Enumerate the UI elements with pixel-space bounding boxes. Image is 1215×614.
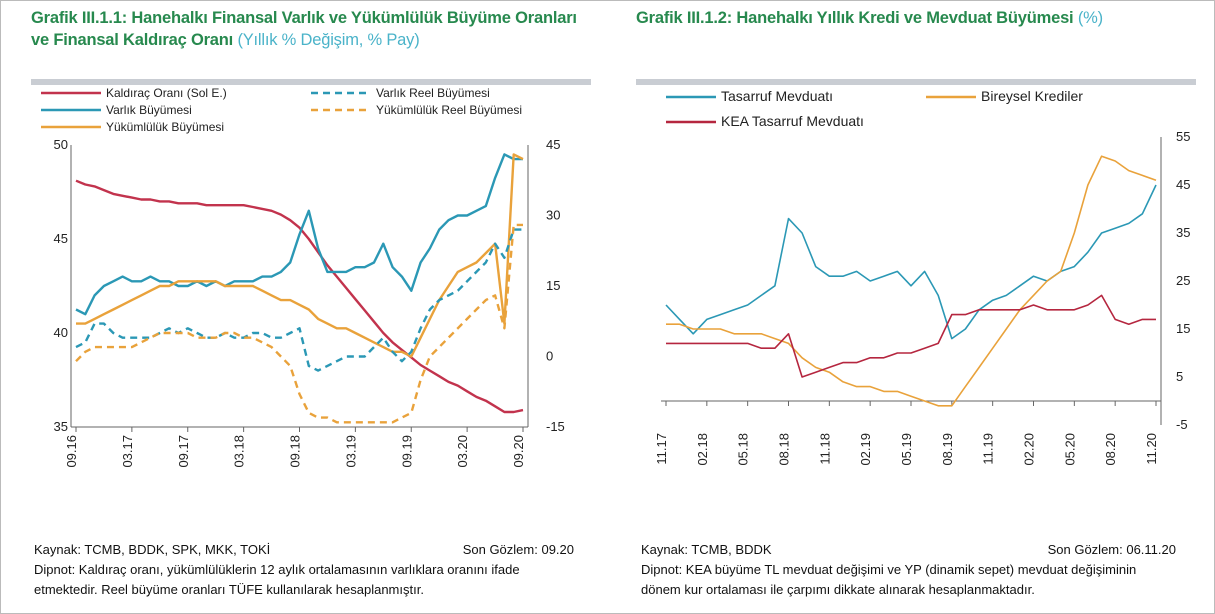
legend-label: Varlık Büyümesi [106, 103, 192, 117]
chart-panel: Grafik III.1.1: Hanehalkı Finansal Varlı… [31, 7, 591, 510]
chart-notes: Kaynak: TCMB, BDDK, SPK, MKK, TOKİ Son Gö… [34, 540, 574, 600]
x-tick-label: 09.19 [399, 435, 414, 468]
x-tick-label: 02.20 [1022, 433, 1037, 466]
x-tick-label: 11.20 [1144, 433, 1159, 465]
y2-tick-label: 45 [546, 137, 560, 152]
x-tick-label: 08.19 [940, 433, 955, 466]
chart: -5 5 15 25 35 45 55 11.17 02.18 05.18 08.18 11.18 02… [654, 88, 1190, 466]
series-line [666, 294, 1156, 378]
series-line [75, 228, 523, 372]
legend-label: Yükümlülük Büyümesi [106, 120, 224, 134]
x-tick-label: 02.18 [695, 433, 710, 466]
y-tick-label: 35 [54, 419, 68, 434]
source: Kaynak: TCMB, BDDK, SPK, MKK, TOKİ [34, 542, 271, 557]
chart-subtitle: (%) [1077, 9, 1103, 27]
series-line [666, 155, 1157, 407]
last-observation: Son Gözlem: 06.11.20 [1047, 542, 1176, 557]
series-line [665, 184, 1157, 340]
x-tick-label: 05.19 [899, 433, 914, 466]
chart-title-block: Grafik III.1.2: Hanehalkı Yıllık Kredi v… [636, 7, 1196, 79]
x-tick-label: 08.20 [1103, 433, 1118, 466]
y-tick-label: 55 [1176, 129, 1190, 144]
y2-tick-label: 0 [546, 349, 553, 364]
legend-label: Kaldıraç Oranı (Sol E.) [106, 86, 227, 100]
y-tick-label: 45 [54, 231, 68, 246]
x-tick-label: 03.17 [120, 435, 135, 468]
legend-label: KEA Tasarruf Mevduatı [721, 113, 864, 129]
series-line [75, 179, 524, 414]
x-tick-label: 09.18 [288, 435, 303, 468]
y-tick-label: 50 [54, 137, 68, 152]
y2-tick-label: 30 [546, 208, 560, 223]
series-line [76, 153, 524, 358]
x-tick-label: 05.20 [1062, 433, 1077, 466]
y2-tick-label: 15 [546, 278, 560, 293]
x-tick-label: 09.17 [176, 435, 191, 468]
footnote: Dipnot: Kaldıraç oranı, yükümlülüklerin … [34, 562, 520, 597]
x-tick-label: 11.18 [817, 433, 832, 465]
x-tick-label: 11.17 [654, 433, 669, 465]
footnote: Dipnot: KEA büyüme TL mevduat değişimi v… [641, 562, 1137, 597]
x-tick-label: 08.18 [777, 433, 792, 466]
y-tick-label: -5 [1176, 417, 1188, 432]
chart-notes: Kaynak: TCMB, BDDK Son Gözlem: 06.11.20 D… [641, 540, 1176, 600]
last-observation: Son Gözlem: 09.20 [462, 542, 574, 557]
legend-label: Varlık Reel Büyümesi [376, 86, 490, 100]
x-tick-label: 03.20 [455, 435, 470, 468]
legend-label: Bireysel Krediler [981, 88, 1083, 104]
chart-title-block: Grafik III.1.1: Hanehalkı Finansal Varlı… [31, 7, 591, 79]
chart-subtitle: (Yıllık % Değişim, % Pay) [237, 31, 420, 49]
series-line [75, 153, 523, 316]
y-tick-label: 15 [1176, 321, 1190, 336]
legend-label: Yükümlülük Reel Büyümesi [376, 103, 522, 117]
chart: 35 40 45 50 -15 0 15 30 45 09.16 03.17 09.17 03.18 09… [41, 86, 565, 468]
y-tick-label: 40 [54, 325, 68, 340]
x-tick-label: 09.16 [64, 435, 79, 468]
legend-label: Tasarruf Mevduatı [721, 88, 833, 104]
x-tick-label: 03.19 [343, 435, 358, 468]
title-rule [636, 79, 1196, 85]
chart-title: Grafik III.1.1: Hanehalkı Finansal Varlı… [31, 9, 577, 49]
chart-panel: Grafik III.1.2: Hanehalkı Yıllık Kredi v… [636, 7, 1196, 510]
series-line [75, 223, 523, 424]
x-tick-label: 02.19 [858, 433, 873, 466]
y2-tick-label: -15 [546, 419, 565, 434]
x-tick-label: 03.18 [232, 435, 247, 468]
source: Kaynak: TCMB, BDDK [641, 542, 772, 557]
y-tick-label: 45 [1176, 177, 1190, 192]
y-tick-label: 5 [1176, 369, 1183, 384]
title-rule [31, 79, 591, 85]
y-tick-label: 35 [1176, 225, 1190, 240]
x-tick-label: 05.18 [736, 433, 751, 466]
y-tick-label: 25 [1176, 273, 1190, 288]
x-tick-label: 11.19 [981, 433, 996, 465]
x-tick-label: 09.20 [511, 435, 526, 468]
chart-title: Grafik III.1.2: Hanehalkı Yıllık Kredi v… [636, 9, 1074, 27]
